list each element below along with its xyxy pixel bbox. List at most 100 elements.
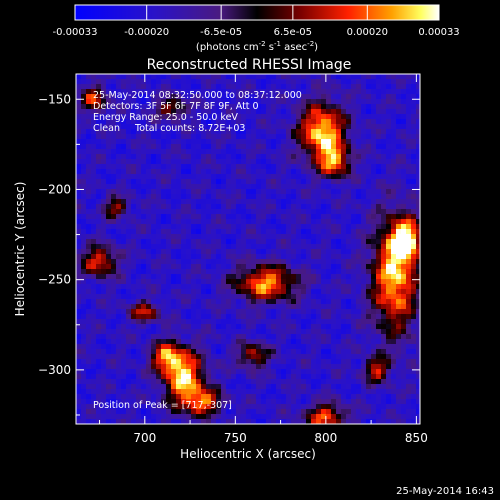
heatmap-cell (366, 104, 372, 110)
heatmap-cell (156, 259, 162, 265)
heatmap-cell (326, 99, 332, 105)
heatmap-cell (321, 299, 327, 305)
heatmap-cell (231, 199, 237, 205)
heatmap-cell (141, 364, 147, 370)
heatmap-cell (116, 104, 122, 110)
heatmap-cell (171, 319, 177, 325)
heatmap-cell (381, 169, 387, 175)
heatmap-cell (396, 149, 402, 155)
heatmap-cell (206, 354, 212, 360)
heatmap-cell (136, 229, 142, 235)
heatmap-cell (296, 299, 302, 305)
heatmap-cell (91, 254, 97, 260)
heatmap-cell (76, 94, 82, 100)
heatmap-cell (351, 204, 357, 210)
heatmap-cell (376, 389, 382, 395)
heatmap-cell (216, 79, 222, 85)
heatmap-cell (191, 274, 197, 280)
heatmap-cell (346, 94, 352, 100)
heatmap-cell (91, 89, 97, 95)
heatmap-cell (406, 174, 412, 180)
heatmap-cell (331, 184, 337, 190)
heatmap-cell (161, 279, 167, 285)
heatmap-cell (376, 294, 382, 300)
heatmap-cell (221, 204, 227, 210)
heatmap-cell (191, 399, 197, 405)
heatmap-cell (246, 109, 252, 115)
heatmap-cell (116, 189, 122, 195)
heatmap-cell (106, 409, 112, 415)
heatmap-cell (411, 139, 417, 145)
heatmap-cell (286, 89, 292, 95)
heatmap-cell (131, 414, 137, 420)
heatmap-cell (306, 309, 312, 315)
heatmap-cell (261, 264, 267, 270)
heatmap-cell (206, 289, 212, 295)
heatmap-cell (256, 109, 262, 115)
heatmap-cell (306, 194, 312, 200)
heatmap-cell (136, 169, 142, 175)
heatmap-cell (276, 409, 282, 415)
heatmap-cell (241, 354, 247, 360)
heatmap-cell (256, 319, 262, 325)
heatmap-cell (131, 269, 137, 275)
heatmap-cell (266, 144, 272, 150)
heatmap-cell (356, 349, 362, 355)
heatmap-cell (251, 389, 257, 395)
heatmap-cell (301, 129, 307, 135)
heatmap-cell (116, 274, 122, 280)
heatmap-cell (136, 244, 142, 250)
heatmap-cell (411, 109, 417, 115)
heatmap-cell (206, 159, 212, 165)
heatmap-cell (381, 244, 387, 250)
heatmap-cell (381, 339, 387, 345)
heatmap-cell (281, 284, 287, 290)
heatmap-cell (226, 189, 232, 195)
heatmap-cell (351, 159, 357, 165)
heatmap-cell (401, 79, 407, 85)
heatmap-cell (201, 244, 207, 250)
heatmap-cell (216, 239, 222, 245)
heatmap-cell (326, 239, 332, 245)
heatmap-cell (301, 374, 307, 380)
heatmap-cell (221, 309, 227, 315)
heatmap-cell (236, 239, 242, 245)
heatmap-cell (396, 294, 402, 300)
heatmap-cell (126, 324, 132, 330)
heatmap-cell (391, 294, 397, 300)
heatmap-cell (166, 334, 172, 340)
heatmap-cell (336, 194, 342, 200)
heatmap-cell (81, 164, 87, 170)
heatmap-cell (376, 104, 382, 110)
heatmap-cell (206, 329, 212, 335)
heatmap-cell (136, 89, 142, 95)
heatmap-cell (96, 224, 102, 230)
heatmap-cell (91, 369, 97, 375)
heatmap-cell (331, 329, 337, 335)
heatmap-cell (101, 204, 107, 210)
heatmap-cell (396, 79, 402, 85)
heatmap-cell (181, 414, 187, 420)
heatmap-cell (296, 284, 302, 290)
heatmap-cell (246, 379, 252, 385)
heatmap-cell (366, 379, 372, 385)
heatmap-cell (311, 299, 317, 305)
heatmap-cell (131, 169, 137, 175)
heatmap-cell (226, 289, 232, 295)
heatmap-cell (396, 104, 402, 110)
heatmap-cell (361, 119, 367, 125)
heatmap-cell (206, 154, 212, 160)
heatmap-cell (346, 409, 352, 415)
heatmap-cell (226, 309, 232, 315)
heatmap-cell (106, 124, 112, 130)
heatmap-cell (291, 384, 297, 390)
heatmap-cell (176, 359, 182, 365)
heatmap-cell (266, 339, 272, 345)
heatmap-cell (196, 119, 202, 125)
heatmap-cell (161, 179, 167, 185)
heatmap-cell (386, 324, 392, 330)
heatmap-cell (86, 189, 92, 195)
heatmap-cell (76, 324, 82, 330)
heatmap-cell (151, 99, 157, 105)
heatmap-cell (221, 279, 227, 285)
